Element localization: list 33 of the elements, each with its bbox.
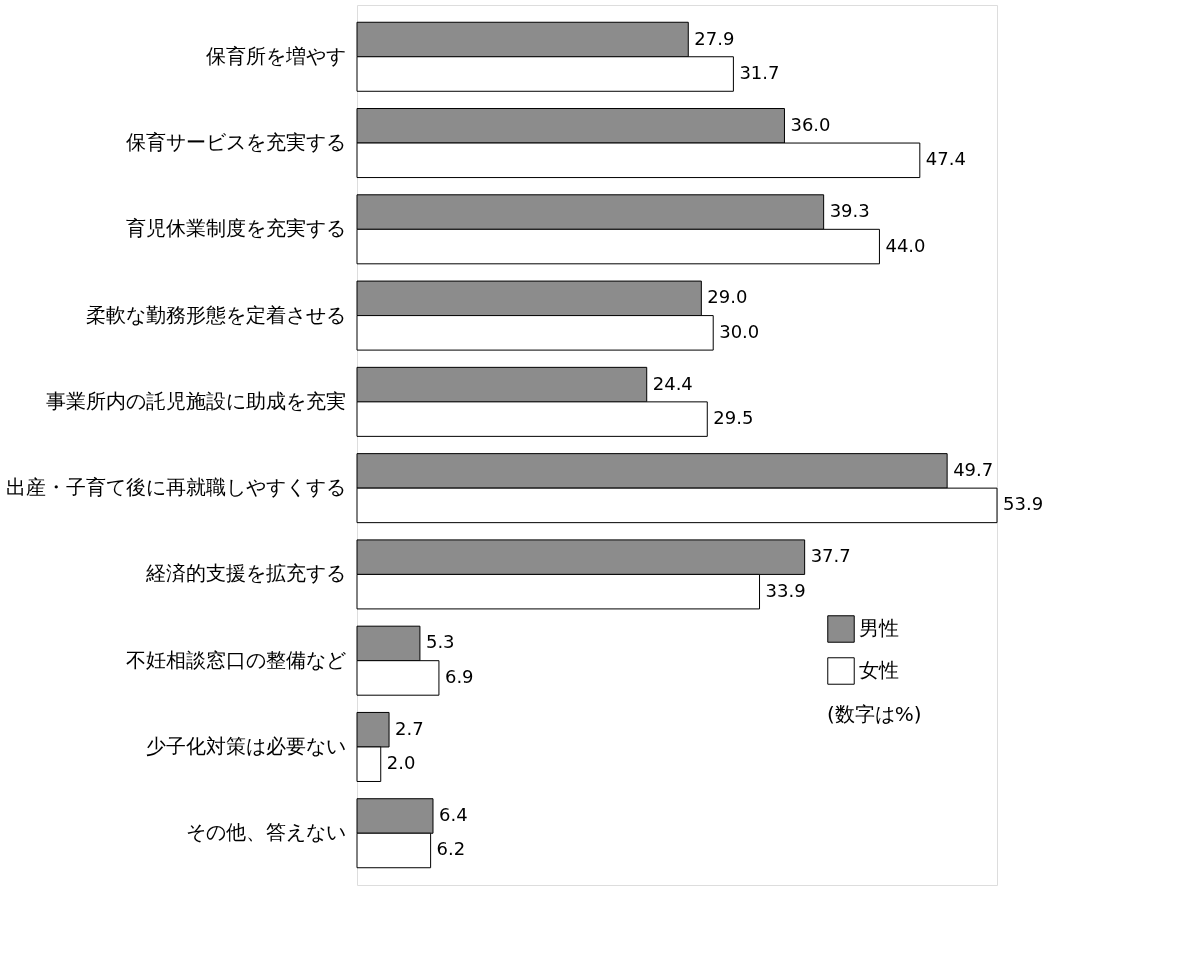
y-tick-label: 保育サービスを充実する: [125, 130, 346, 155]
data-label: 29.0: [707, 286, 748, 308]
y-tick-label: 保育所を増やす: [205, 43, 346, 68]
data-label: 30.0: [719, 320, 760, 342]
data-label: 5.3: [425, 631, 455, 653]
annotation: (数字は%): [827, 702, 922, 726]
data-label: 39.3: [829, 200, 870, 222]
data-label: 33.9: [765, 579, 806, 601]
data-label: 44.0: [885, 234, 926, 256]
y-tick-label: その他、答えない: [185, 820, 346, 845]
data-label: 2.7: [395, 717, 424, 739]
y-tick-label: 経済的支援を拡充する: [144, 561, 346, 586]
data-label: 37.7: [810, 545, 851, 567]
data-label: 6.2: [436, 838, 466, 860]
data-label: 24.4: [652, 372, 693, 394]
y-tick-label: 育児休業制度を充実する: [125, 216, 346, 241]
data-label: 49.7: [953, 458, 994, 480]
data-label: 6.9: [444, 665, 474, 687]
y-tick-label: 柔軟な勤務形態を定着させる: [85, 302, 346, 327]
data-label: 53.9: [1003, 493, 1044, 515]
y-tick-label: 出産・子育て後に再就職しやすくする: [5, 475, 346, 500]
y-tick-label: 少子化対策は必要ない: [145, 733, 346, 758]
data-label: 47.4: [925, 148, 966, 170]
data-label: 29.5: [713, 407, 754, 429]
y-tick-label: 事業所内の託児施設に助成を充実: [45, 388, 346, 413]
legend-label: 男性: [859, 616, 899, 640]
data-label: 31.7: [739, 62, 780, 84]
y-tick-label: 不妊相談窓口の整備など: [125, 647, 346, 672]
data-label: 27.9: [694, 27, 735, 49]
legend-label: 女性: [859, 658, 899, 682]
data-label: 36.0: [790, 113, 831, 135]
data-label: 2.0: [386, 752, 416, 774]
data-label: 6.4: [438, 803, 468, 825]
